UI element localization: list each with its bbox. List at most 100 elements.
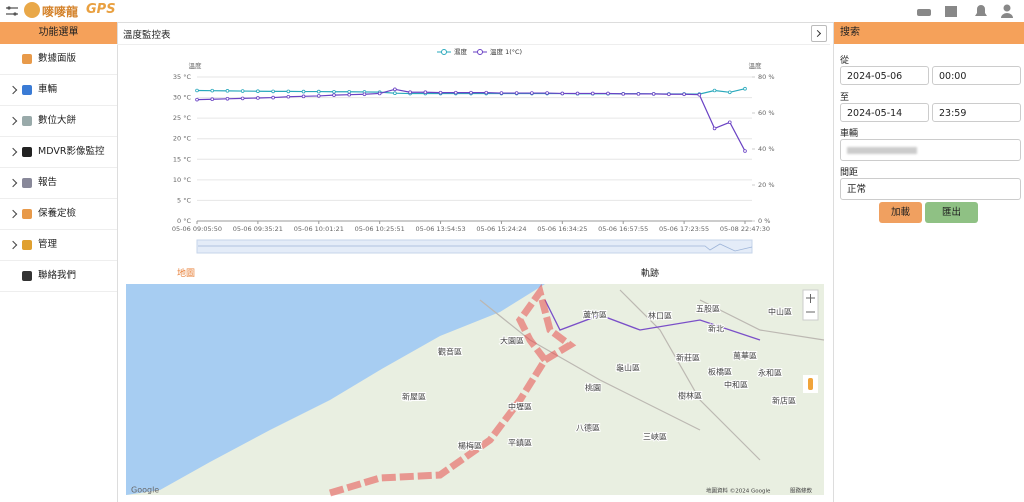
to-time[interactable]: 23:59 — [932, 103, 1021, 122]
legend-marker — [477, 49, 483, 55]
data-point — [271, 95, 275, 100]
menu-toggle[interactable] — [5, 5, 19, 17]
data-point — [727, 90, 732, 95]
y2-tick-label: 0 % — [758, 217, 770, 225]
zoom-slider[interactable] — [196, 239, 753, 254]
map-place: 五股區 — [696, 305, 720, 314]
menu-item[interactable]: 管理 — [0, 230, 117, 261]
menu-icon — [22, 54, 32, 64]
bell-icon[interactable] — [975, 5, 987, 16]
data-point — [195, 88, 199, 93]
from-date[interactable]: 2024-05-06 — [840, 66, 929, 85]
menu-item[interactable]: 聯絡我們 — [0, 261, 117, 292]
y-tick-label: 35 °C — [173, 73, 192, 81]
map-place: 永和區 — [758, 368, 782, 378]
map-place: 蘆竹區 — [583, 310, 607, 320]
data-point — [316, 89, 321, 94]
menu-icon — [22, 209, 32, 219]
tab-track[interactable]: 軌跡 — [640, 269, 659, 279]
y-tick-label: 20 °C — [173, 135, 192, 143]
legend-label: 溫度 1(°C) — [490, 47, 522, 56]
x-tick-label: 05-08 22:47:30 — [720, 225, 770, 233]
y-tick-label: 25 °C — [173, 114, 192, 122]
y2-tick-label: 20 % — [758, 181, 775, 189]
data-point — [347, 92, 352, 97]
menu-item[interactable]: 數據面版 — [0, 44, 117, 75]
data-point — [606, 91, 610, 96]
vehicle-label: 車輛 — [840, 129, 859, 139]
map-place: 大園區 — [500, 336, 524, 346]
data-point — [727, 120, 732, 125]
x-tick-label: 05-06 15:24:24 — [476, 225, 526, 233]
data-point — [408, 90, 412, 95]
menu-item[interactable]: 車輛 — [0, 75, 117, 106]
pegman-figure — [808, 378, 813, 390]
menu-label: 報告 — [38, 177, 58, 188]
device-icon[interactable] — [945, 6, 957, 17]
menu-icon — [22, 147, 32, 157]
data-point — [667, 92, 671, 97]
data-point — [423, 90, 428, 95]
data-point — [575, 91, 580, 96]
menu-item[interactable]: 保養定檢 — [0, 199, 117, 230]
slider-overview — [198, 243, 753, 252]
x-tick-label: 05-06 09:35:21 — [233, 225, 283, 233]
zoom-signs — [806, 294, 815, 313]
menu-item[interactable]: MDVR影像監控 — [0, 137, 117, 168]
load-button[interactable]: 加載 — [879, 202, 922, 223]
x-tick-label: 05-06 09:05:50 — [172, 225, 222, 233]
menu-item[interactable]: 報告 — [0, 168, 117, 199]
data-point — [377, 91, 382, 96]
menu-label: 聯絡我們 — [38, 270, 77, 281]
menu-label: 數位大餅 — [38, 115, 77, 126]
x-tick-label: 05-06 13:54:53 — [415, 225, 465, 233]
data-point — [743, 86, 747, 91]
map-place: 新莊區 — [676, 353, 700, 363]
map-place: 平鎮區 — [508, 438, 532, 448]
menu-label: 保養定檢 — [38, 208, 77, 219]
data-point — [301, 89, 306, 94]
vehicle-select[interactable] — [840, 139, 1021, 161]
data-point — [651, 92, 656, 96]
vehicle-icon[interactable] — [917, 9, 931, 16]
map-place: 中和區 — [724, 380, 748, 390]
data-point — [438, 90, 443, 95]
header-icons — [917, 4, 1013, 18]
header: 嘜嘜龍 GPS — [0, 0, 1024, 23]
data-point — [393, 87, 397, 92]
interval-select[interactable]: 正常 — [840, 178, 1021, 200]
data-point — [316, 94, 321, 98]
y-tick-label: 0 °C — [177, 217, 191, 225]
data-point — [271, 89, 275, 94]
sidebar-title: 功能選單 — [0, 22, 117, 44]
user-icon[interactable] — [1003, 4, 1011, 12]
map-place: 八德區 — [576, 423, 600, 433]
sidebar: 功能選單 數據面版車輛數位大餅 MDVR影像監控報告保養定檢管理聯絡我們 — [0, 22, 118, 502]
menu-item[interactable]: 數位大餅 — [0, 106, 117, 137]
collapse-button[interactable] — [811, 25, 827, 42]
data-point — [256, 96, 260, 100]
data-point — [195, 97, 199, 102]
data-point — [240, 96, 245, 101]
map-place: 萬華區 — [733, 351, 757, 361]
menu-label: 數據面版 — [38, 53, 77, 64]
data-point — [453, 90, 458, 95]
map-place: 板橋區 — [708, 367, 732, 377]
logo-icon — [24, 2, 40, 18]
to-date[interactable]: 2024-05-14 — [840, 103, 929, 122]
export-button[interactable]: 匯出 — [925, 202, 978, 223]
data-point — [210, 97, 215, 102]
data-point — [286, 89, 291, 94]
x-tick-label: 05-06 16:57:55 — [598, 225, 648, 233]
map-place: 樹林區 — [678, 391, 702, 401]
data-point — [225, 89, 230, 93]
map-place: 觀音區 — [438, 347, 462, 357]
logo-text: 嘜嘜龍 — [42, 5, 79, 19]
interval-label: 間距 — [840, 168, 859, 178]
menu-label: 管理 — [38, 239, 58, 250]
map-place: 新屋區 — [402, 392, 426, 402]
from-time[interactable]: 00:00 — [932, 66, 1021, 85]
data-point — [393, 91, 397, 95]
data-point — [225, 97, 230, 101]
